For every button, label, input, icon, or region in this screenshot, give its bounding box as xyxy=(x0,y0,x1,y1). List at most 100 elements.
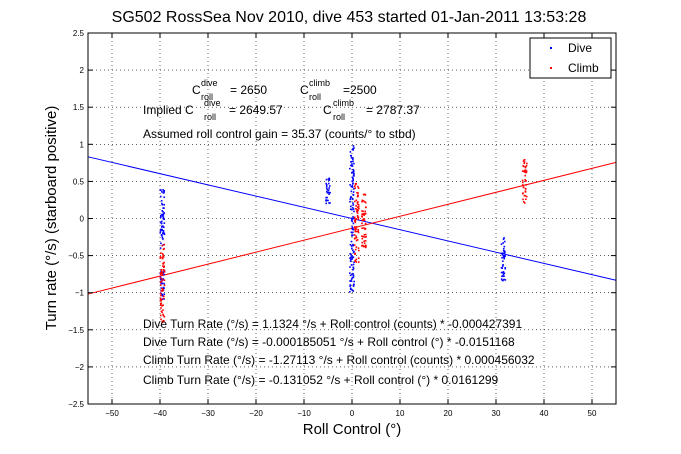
data-point-dive xyxy=(162,192,165,194)
data-point-dive xyxy=(350,288,353,291)
y-tick-label: −2 xyxy=(75,363,85,372)
fit-equation-dive-counts: Dive Turn Rate (°/s) = 1.1324 °/s + Roll… xyxy=(143,317,522,331)
data-point-climb xyxy=(163,261,165,264)
data-point-dive xyxy=(162,238,164,240)
data-point-dive xyxy=(162,216,165,219)
data-point-climb xyxy=(524,174,527,177)
data-point-dive xyxy=(502,279,504,282)
data-point-dive xyxy=(351,226,353,228)
y-tick-label: −1 xyxy=(75,289,85,298)
data-point-dive xyxy=(160,213,163,216)
data-point-climb xyxy=(160,307,162,309)
data-point-climb xyxy=(159,256,162,258)
data-point-dive xyxy=(162,213,165,215)
data-point-climb xyxy=(363,233,366,236)
data-point-climb xyxy=(523,202,526,204)
data-point-climb xyxy=(159,281,162,283)
data-point-climb xyxy=(521,179,524,182)
data-point-climb xyxy=(163,247,165,250)
data-point-dive xyxy=(352,222,355,225)
data-point-dive xyxy=(325,178,328,181)
data-point-dive xyxy=(352,285,355,287)
data-point-climb xyxy=(525,171,528,174)
data-point-dive xyxy=(159,247,162,249)
data-point-dive xyxy=(159,216,162,219)
data-point-dive xyxy=(163,203,166,206)
data-point-climb xyxy=(355,235,358,238)
x-tick-label: −30 xyxy=(201,409,215,418)
data-point-climb xyxy=(361,222,363,225)
data-point-climb xyxy=(160,252,162,254)
c-roll-dive-sub: roll xyxy=(201,92,213,102)
data-point-dive xyxy=(352,169,355,172)
data-point-dive xyxy=(502,255,505,258)
data-point-climb xyxy=(354,237,356,240)
data-point-dive xyxy=(352,208,355,210)
data-point-climb xyxy=(361,245,363,247)
data-point-dive xyxy=(162,286,165,289)
data-point-climb xyxy=(525,198,527,201)
data-point-climb xyxy=(162,263,165,265)
data-point-climb xyxy=(160,302,163,305)
data-point-dive xyxy=(163,233,166,236)
data-point-dive xyxy=(328,177,331,180)
data-point-dive xyxy=(159,231,162,234)
data-point-dive xyxy=(350,278,353,280)
data-point-climb xyxy=(161,311,163,314)
data-point-climb xyxy=(355,199,358,202)
data-point-dive xyxy=(351,206,354,209)
data-point-dive xyxy=(161,236,164,239)
data-point-climb xyxy=(162,254,164,256)
x-tick-label: −50 xyxy=(105,409,119,418)
x-tick-label: −40 xyxy=(153,409,167,418)
data-point-climb xyxy=(353,185,356,188)
data-point-dive xyxy=(349,272,351,274)
data-point-dive xyxy=(352,231,354,234)
data-point-dive xyxy=(326,191,328,193)
data-point-dive xyxy=(161,294,163,296)
data-point-dive xyxy=(349,287,352,290)
data-point-climb xyxy=(357,187,360,189)
data-point-climb xyxy=(163,315,166,318)
data-point-climb xyxy=(524,187,527,190)
data-point-climb xyxy=(162,314,165,317)
data-point-climb xyxy=(161,305,163,307)
data-point-dive xyxy=(352,256,355,258)
data-point-climb xyxy=(357,203,360,206)
legend-label-dive: Dive xyxy=(568,41,592,55)
data-point-climb xyxy=(364,222,367,225)
data-point-dive xyxy=(352,171,355,173)
data-point-dive xyxy=(325,185,328,187)
y-tick-label: −2.5 xyxy=(68,400,84,409)
data-point-dive xyxy=(351,184,354,187)
data-point-dive xyxy=(350,280,353,282)
data-point-climb xyxy=(365,246,367,248)
data-point-dive xyxy=(162,230,165,232)
data-point-dive xyxy=(349,198,352,201)
data-point-dive xyxy=(349,243,352,246)
data-point-climb xyxy=(356,208,359,211)
data-point-dive xyxy=(349,280,351,282)
data-point-climb xyxy=(357,194,359,196)
data-point-climb xyxy=(522,198,524,201)
data-point-dive xyxy=(350,165,353,167)
data-point-climb xyxy=(357,257,360,260)
data-point-dive xyxy=(350,190,353,193)
data-point-dive xyxy=(350,185,353,188)
data-point-dive xyxy=(350,219,353,222)
x-tick-label: 10 xyxy=(396,409,405,418)
data-point-climb xyxy=(162,265,164,267)
data-point-dive xyxy=(328,193,330,196)
data-point-dive xyxy=(351,176,354,179)
data-point-dive xyxy=(352,178,354,181)
data-point-climb xyxy=(361,215,363,218)
data-point-dive xyxy=(160,199,163,202)
data-point-dive xyxy=(504,267,507,269)
implied-dive-value: = 2649.57 xyxy=(229,103,283,117)
data-point-dive xyxy=(328,179,330,182)
data-point-climb xyxy=(159,273,162,276)
data-point-dive xyxy=(325,196,327,199)
y-tick-label: 1 xyxy=(80,140,85,149)
data-points xyxy=(159,145,528,324)
data-point-climb xyxy=(524,165,527,168)
